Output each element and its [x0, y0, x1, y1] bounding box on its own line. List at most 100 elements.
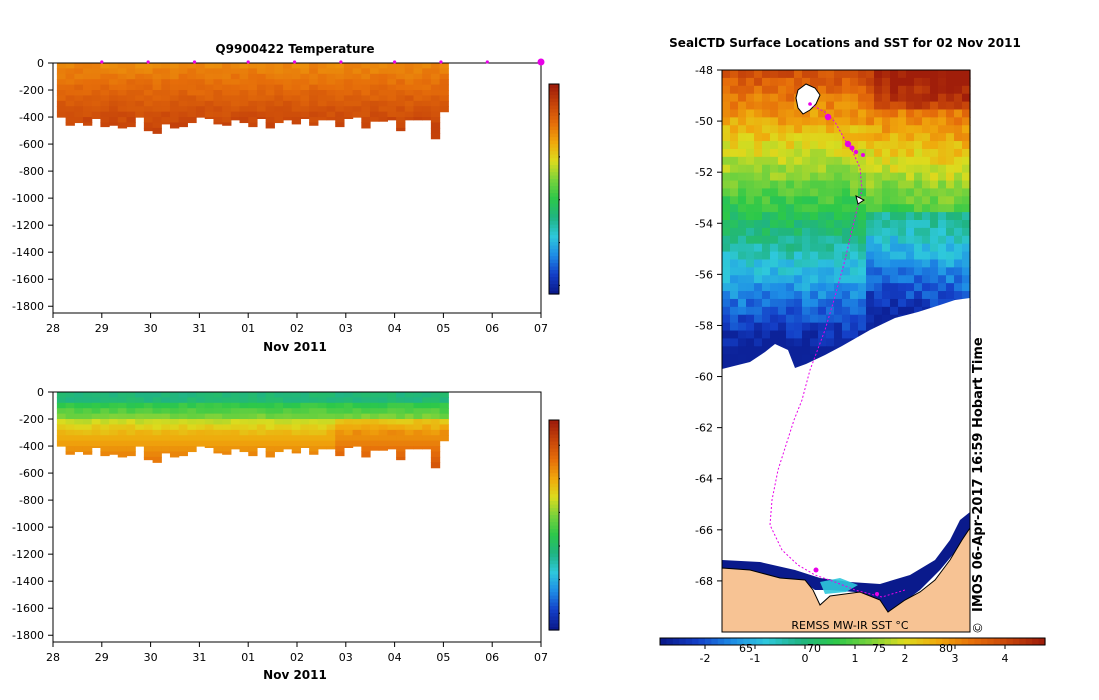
section-cell — [152, 106, 162, 113]
section-cell — [430, 429, 441, 436]
section-cell — [56, 413, 67, 420]
sst-cell — [954, 204, 963, 213]
sst-colorbar-swatch — [942, 638, 950, 645]
section-cell — [256, 408, 267, 415]
temperature-colorbar-swatch — [549, 185, 559, 190]
sst-cell — [898, 251, 907, 261]
section-cell — [283, 413, 293, 420]
temperature-colorbar-swatch — [549, 283, 559, 288]
sst-cell — [930, 235, 939, 245]
section-cell — [204, 90, 215, 97]
sst-cell — [834, 125, 843, 134]
sst-cell — [850, 267, 859, 276]
sst-colorbar-swatch — [717, 638, 725, 645]
sst-cell — [842, 196, 851, 205]
section-cell — [143, 392, 154, 399]
temperature-colorbar-swatch — [549, 150, 559, 155]
sst-cell — [834, 235, 843, 245]
section-cell — [370, 73, 380, 80]
sst-cell — [810, 196, 819, 205]
sst-cell — [906, 283, 915, 292]
sst-cell — [938, 196, 947, 205]
sst-colorbar-label: 0 — [802, 652, 809, 665]
sst-cell — [906, 291, 915, 300]
sst-cell — [914, 196, 923, 205]
sst-cell — [722, 85, 731, 95]
section-cell — [178, 100, 188, 107]
section-cell — [352, 402, 362, 409]
sst-cell — [866, 141, 875, 150]
sst-cell — [730, 156, 739, 166]
section-cell — [222, 446, 232, 453]
sst-cell — [762, 283, 771, 292]
section-cell — [143, 419, 154, 426]
section-cell — [82, 419, 93, 426]
section-cell — [169, 73, 180, 80]
sst-cell — [802, 267, 811, 276]
temperature-colorbar-swatch — [549, 112, 559, 117]
section-cell — [152, 63, 162, 70]
section-cell — [404, 429, 415, 436]
sst-cell — [946, 133, 955, 142]
sst-cell — [770, 180, 779, 190]
section-cell — [248, 397, 258, 404]
sst-cell — [930, 141, 939, 150]
section-cell — [413, 446, 423, 450]
section-cell — [422, 413, 432, 420]
sst-cell — [962, 283, 971, 292]
sst-cell — [898, 212, 907, 221]
sst-cell — [922, 227, 931, 237]
section-cell — [117, 408, 128, 415]
sst-cell — [730, 306, 739, 316]
sst-cell — [794, 70, 803, 79]
sst-cell — [778, 133, 787, 142]
section-cell — [213, 117, 223, 124]
section-cell — [309, 95, 319, 102]
section-cell — [126, 117, 136, 124]
sst-cell — [818, 188, 827, 197]
section-cell — [65, 440, 75, 447]
section-cell — [161, 100, 171, 107]
sst-cell — [874, 291, 883, 300]
section-cell — [422, 392, 432, 399]
sst-cell — [746, 148, 755, 158]
section-cell — [265, 73, 275, 80]
section-cell — [413, 79, 423, 86]
salinity-colorbar-swatch — [549, 493, 559, 498]
section-cell — [74, 413, 84, 420]
section-cell — [361, 63, 371, 70]
section-cell — [352, 63, 362, 70]
sst-cell — [938, 251, 947, 261]
section-cell — [169, 397, 180, 404]
sst-cell — [802, 133, 811, 142]
salinity-colorbar-swatch — [549, 563, 559, 568]
section-cell — [413, 392, 423, 399]
sst-cell — [722, 338, 731, 347]
section-cell — [343, 435, 354, 442]
temperature-colorbar-swatch — [549, 164, 559, 169]
temperature-colorbar-swatch — [549, 140, 559, 145]
sst-cell — [906, 85, 915, 95]
sst-cell — [722, 164, 731, 174]
section-cell — [65, 63, 75, 70]
section-cell — [74, 63, 84, 70]
section-cell — [126, 100, 136, 107]
section-cell — [82, 95, 93, 102]
section-cell — [109, 446, 119, 453]
temperature-colorbar-swatch — [549, 122, 559, 127]
section-cell — [352, 408, 362, 415]
sst-cell — [778, 322, 787, 332]
sst-cell — [874, 93, 883, 103]
sst-cell — [770, 117, 779, 126]
sst-cell — [898, 204, 907, 213]
section-cell — [56, 68, 67, 75]
section-cell — [187, 397, 197, 404]
salinity-colorbar-swatch — [549, 612, 559, 617]
section-cell — [230, 397, 241, 404]
sst-cell — [914, 259, 923, 268]
section-cell — [309, 100, 319, 107]
temperature-colorbar-swatch — [549, 175, 559, 180]
salinity-colorbar-swatch — [549, 465, 559, 470]
sst-cell — [842, 188, 851, 197]
section-cell — [378, 95, 388, 102]
